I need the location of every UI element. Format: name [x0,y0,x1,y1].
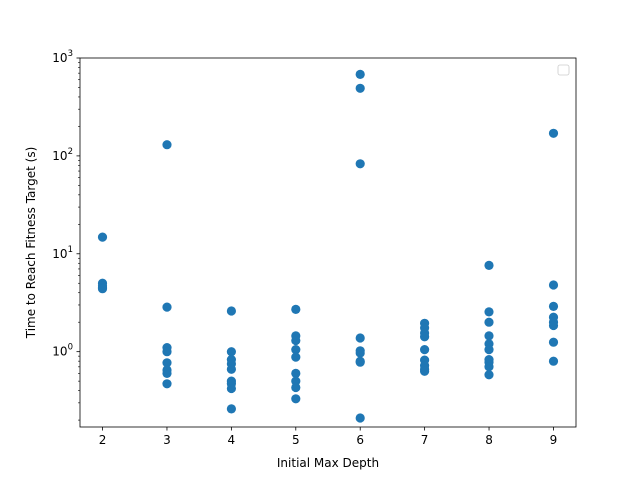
x-tick-label: 3 [163,433,171,447]
data-point [162,140,172,150]
data-point [484,370,494,380]
x-axis-label: Initial Max Depth [277,456,379,470]
data-point [97,232,108,242]
data-point [484,307,494,317]
data-point [355,83,365,93]
x-tick-label: 6 [356,433,364,447]
data-point [355,413,365,423]
data-point [226,364,236,374]
data-point [226,404,236,414]
data-point [291,376,301,386]
data-point [420,332,430,342]
data-point [420,345,430,355]
data-points [97,69,559,423]
data-point [291,335,301,346]
x-tick-label: 5 [292,433,300,447]
data-point [355,159,365,169]
data-point [97,284,108,294]
data-point [548,128,559,138]
y-axis-label: Time to Reach Fitness Target (s) [24,147,38,340]
data-point [548,301,559,311]
data-point [162,358,172,368]
data-point [226,347,236,357]
data-point [355,333,365,343]
data-point [162,368,172,378]
y-axis-ticks: 100 101 102 103 [52,49,80,421]
data-point [162,347,172,357]
data-point [484,362,494,372]
x-tick-label: 4 [228,433,236,447]
y-tick-label: 100 [52,343,73,359]
x-tick-label: 2 [99,433,107,447]
data-point [226,383,236,394]
data-point [484,345,494,355]
data-point [162,379,172,389]
x-tick-label: 9 [550,433,558,447]
data-point [548,320,559,331]
data-point [484,331,494,341]
data-point [548,280,559,290]
x-tick-label: 7 [421,433,429,447]
data-point [548,337,559,347]
data-point [291,382,301,393]
data-point [291,304,301,314]
data-point [484,317,494,327]
data-point [484,260,494,270]
plot-area [80,58,576,427]
data-point [291,368,301,378]
data-point [291,394,301,404]
y-tick-label: 103 [52,49,73,65]
legend-box [557,64,570,76]
y-tick-label: 102 [52,147,73,163]
data-point [355,357,365,367]
data-point [355,69,365,79]
data-point [548,356,559,366]
data-point [420,366,430,376]
data-point [226,306,236,316]
x-tick-label: 8 [485,433,493,447]
x-axis-ticks: 2 3 4 5 6 7 8 9 [99,427,558,447]
y-tick-label: 101 [52,245,73,261]
data-point [162,302,172,312]
data-point [291,345,301,355]
plot-frame [79,57,577,428]
data-point [291,352,301,362]
data-point [355,348,365,358]
